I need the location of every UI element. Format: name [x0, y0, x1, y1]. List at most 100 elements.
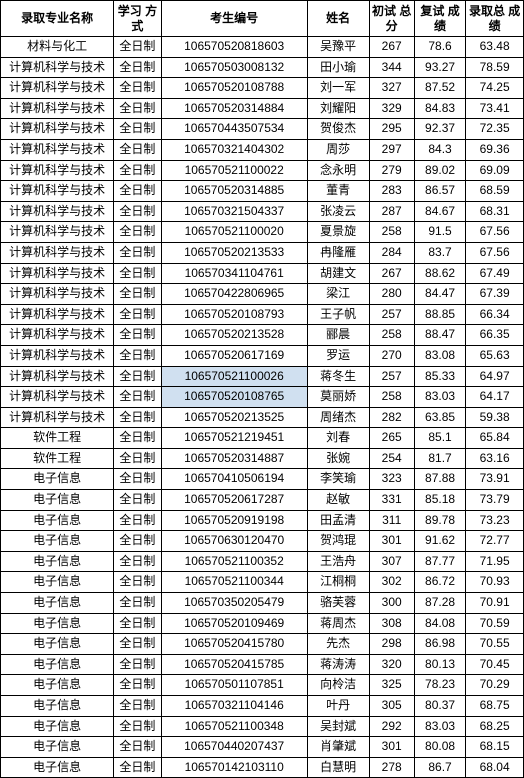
cell-mode: 全日制 — [114, 37, 161, 58]
cell-s2: 87.28 — [414, 593, 465, 614]
cell-major: 计算机科学与技术 — [1, 304, 114, 325]
cell-name: 向柃洁 — [307, 675, 369, 696]
cell-s1: 258 — [369, 222, 414, 243]
cell-major: 计算机科学与技术 — [1, 263, 114, 284]
cell-major: 电子信息 — [1, 490, 114, 511]
cell-s3: 66.34 — [466, 304, 524, 325]
cell-mode: 全日制 — [114, 634, 161, 655]
cell-s1: 267 — [369, 263, 414, 284]
cell-s3: 73.41 — [466, 98, 524, 119]
cell-s3: 63.16 — [466, 448, 524, 469]
cell-mode: 全日制 — [114, 160, 161, 181]
cell-s1: 287 — [369, 201, 414, 222]
cell-name: 刘耀阳 — [307, 98, 369, 119]
cell-major: 电子信息 — [1, 469, 114, 490]
header-s2: 复试 成绩 — [414, 1, 465, 37]
cell-s2: 84.47 — [414, 284, 465, 305]
cell-id: 106570521100022 — [161, 160, 307, 181]
cell-mode: 全日制 — [114, 469, 161, 490]
cell-s1: 283 — [369, 181, 414, 202]
cell-major: 计算机科学与技术 — [1, 345, 114, 366]
cell-major: 计算机科学与技术 — [1, 222, 114, 243]
cell-s3: 70.55 — [466, 634, 524, 655]
table-row: 计算机科学与技术全日制106570503008132田小瑜34493.2778.… — [1, 57, 524, 78]
cell-id: 106570341104761 — [161, 263, 307, 284]
cell-s3: 67.49 — [466, 263, 524, 284]
cell-s2: 84.08 — [414, 613, 465, 634]
cell-name: 冉隆雁 — [307, 242, 369, 263]
cell-s3: 65.63 — [466, 345, 524, 366]
cell-id: 106570443507534 — [161, 119, 307, 140]
cell-id: 106570520314884 — [161, 98, 307, 119]
cell-major: 电子信息 — [1, 696, 114, 717]
cell-id: 106570521100026 — [161, 366, 307, 387]
cell-name: 骆芙蓉 — [307, 593, 369, 614]
cell-id: 106570520213533 — [161, 242, 307, 263]
cell-s2: 85.1 — [414, 428, 465, 449]
cell-s1: 254 — [369, 448, 414, 469]
cell-id: 106570520213528 — [161, 325, 307, 346]
cell-id: 106570350205479 — [161, 593, 307, 614]
cell-s2: 87.88 — [414, 469, 465, 490]
cell-major: 计算机科学与技术 — [1, 366, 114, 387]
cell-mode: 全日制 — [114, 78, 161, 99]
cell-name: 刘一军 — [307, 78, 369, 99]
cell-name: 董青 — [307, 181, 369, 202]
cell-s3: 70.91 — [466, 593, 524, 614]
cell-s3: 73.91 — [466, 469, 524, 490]
table-row: 电子信息全日制106570321104146叶丹30580.3768.75 — [1, 696, 524, 717]
cell-s2: 86.7 — [414, 757, 465, 778]
cell-mode: 全日制 — [114, 119, 161, 140]
cell-s1: 323 — [369, 469, 414, 490]
cell-s2: 92.37 — [414, 119, 465, 140]
cell-name: 白慧明 — [307, 757, 369, 778]
cell-mode: 全日制 — [114, 696, 161, 717]
cell-s3: 70.93 — [466, 572, 524, 593]
cell-s2: 63.85 — [414, 407, 465, 428]
cell-s3: 67.39 — [466, 284, 524, 305]
cell-s2: 86.72 — [414, 572, 465, 593]
cell-id: 106570630120470 — [161, 531, 307, 552]
cell-name: 张婉 — [307, 448, 369, 469]
cell-id: 106570520919198 — [161, 510, 307, 531]
cell-id: 106570521100020 — [161, 222, 307, 243]
table-row: 计算机科学与技术全日制106570520314885董青28386.5768.5… — [1, 181, 524, 202]
cell-mode: 全日制 — [114, 428, 161, 449]
header-s3: 录取总 成绩 — [466, 1, 524, 37]
cell-s3: 68.31 — [466, 201, 524, 222]
cell-id: 106570521100344 — [161, 572, 307, 593]
cell-name: 胡建文 — [307, 263, 369, 284]
cell-s1: 295 — [369, 119, 414, 140]
cell-s2: 93.27 — [414, 57, 465, 78]
table-row: 计算机科学与技术全日制106570520108765莫丽娇25883.0364.… — [1, 387, 524, 408]
cell-major: 电子信息 — [1, 737, 114, 758]
cell-mode: 全日制 — [114, 139, 161, 160]
table-row: 计算机科学与技术全日制106570520213528郦晨25888.4766.3… — [1, 325, 524, 346]
cell-name: 王子帆 — [307, 304, 369, 325]
cell-name: 吴豫平 — [307, 37, 369, 58]
cell-major: 电子信息 — [1, 716, 114, 737]
cell-s1: 305 — [369, 696, 414, 717]
cell-mode: 全日制 — [114, 325, 161, 346]
cell-s3: 78.59 — [466, 57, 524, 78]
cell-id: 106570142103110 — [161, 757, 307, 778]
cell-s2: 87.77 — [414, 551, 465, 572]
cell-name: 先杰 — [307, 634, 369, 655]
cell-name: 王浩舟 — [307, 551, 369, 572]
cell-s2: 80.13 — [414, 654, 465, 675]
cell-s1: 325 — [369, 675, 414, 696]
cell-s2: 83.08 — [414, 345, 465, 366]
cell-major: 电子信息 — [1, 510, 114, 531]
cell-id: 106570501107851 — [161, 675, 307, 696]
cell-major: 计算机科学与技术 — [1, 57, 114, 78]
cell-s3: 72.77 — [466, 531, 524, 552]
table-row: 电子信息全日制106570521100348吴封斌29283.0368.25 — [1, 716, 524, 737]
cell-id: 106570440207437 — [161, 737, 307, 758]
cell-major: 计算机科学与技术 — [1, 181, 114, 202]
cell-mode: 全日制 — [114, 531, 161, 552]
cell-s1: 331 — [369, 490, 414, 511]
cell-major: 软件工程 — [1, 448, 114, 469]
cell-s1: 258 — [369, 325, 414, 346]
cell-major: 材料与化工 — [1, 37, 114, 58]
cell-id: 106570520108765 — [161, 387, 307, 408]
